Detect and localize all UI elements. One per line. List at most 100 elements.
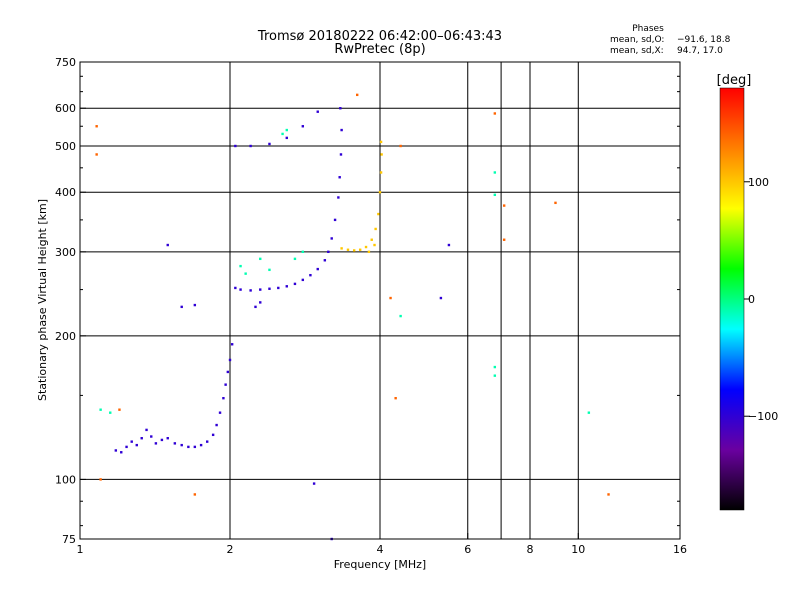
x-tick-label: 16 xyxy=(673,543,687,556)
data-point xyxy=(339,107,342,110)
data-point xyxy=(355,93,359,97)
data-point xyxy=(379,140,383,144)
data-point xyxy=(373,243,376,247)
data-point xyxy=(358,248,362,251)
data-point xyxy=(99,478,102,481)
x-tick-label: 10 xyxy=(571,543,585,556)
y-tick-label: 200 xyxy=(55,330,76,343)
data-point xyxy=(234,286,237,290)
data-point xyxy=(218,411,222,414)
data-point xyxy=(293,282,297,286)
data-point xyxy=(554,201,557,205)
x-tick-label: 1 xyxy=(77,543,84,556)
data-point xyxy=(502,238,506,241)
data-point xyxy=(379,171,383,174)
data-point xyxy=(145,428,148,432)
data-point xyxy=(244,272,247,275)
y-tick-label: 75 xyxy=(62,533,76,546)
data-point xyxy=(378,191,382,194)
y-tick-label: 400 xyxy=(55,186,76,199)
data-point xyxy=(199,443,203,447)
data-point xyxy=(493,365,497,369)
data-point xyxy=(224,383,227,386)
data-point xyxy=(193,303,197,307)
colorbar-ticks: 100 0 −100 xyxy=(744,176,778,423)
data-point xyxy=(493,112,497,115)
y-tick-label: 600 xyxy=(55,102,76,115)
data-point xyxy=(154,442,158,445)
data-point xyxy=(222,396,225,400)
x-tick-label: 8 xyxy=(527,543,534,556)
data-point xyxy=(118,408,121,411)
data-point xyxy=(130,440,133,443)
y-tick-label: 100 xyxy=(55,473,76,486)
data-point xyxy=(338,176,341,179)
data-point xyxy=(281,132,284,136)
data-point xyxy=(259,301,262,304)
stats-x-label: mean, sd,X: xyxy=(610,46,664,56)
data-point xyxy=(120,451,123,454)
data-point xyxy=(259,257,262,261)
data-point xyxy=(352,249,356,252)
data-point xyxy=(346,248,350,251)
data-point xyxy=(447,243,451,247)
data-point xyxy=(301,250,305,254)
data-point xyxy=(211,433,215,437)
data-point xyxy=(95,153,98,156)
x-axis-label: Frequency [MHz] xyxy=(334,558,426,571)
data-point xyxy=(193,493,197,496)
data-point xyxy=(160,438,164,442)
x-tick-label: 4 xyxy=(377,543,384,556)
data-points xyxy=(95,93,610,541)
colorbar-tick-label: 0 xyxy=(748,293,755,306)
x-tick-label: 6 xyxy=(464,543,471,556)
stats-title: Phases xyxy=(632,24,664,34)
data-point xyxy=(587,411,591,414)
data-point xyxy=(254,305,257,309)
data-point xyxy=(316,110,319,113)
colorbar-label: [deg] xyxy=(717,73,752,88)
data-point xyxy=(493,171,497,174)
data-point xyxy=(285,285,288,288)
stats-o-value: −91.6, 18.8 xyxy=(677,35,731,45)
data-point xyxy=(333,218,337,222)
data-point xyxy=(95,125,98,128)
data-point xyxy=(268,142,271,146)
data-point xyxy=(380,153,383,156)
data-point xyxy=(309,273,312,277)
data-point xyxy=(493,374,497,377)
grid xyxy=(80,62,680,539)
data-point xyxy=(607,493,610,496)
y-tick-label: 750 xyxy=(55,56,76,69)
data-point xyxy=(109,411,112,414)
stats-x-value: 94.7, 17.0 xyxy=(677,46,723,56)
data-point xyxy=(140,437,143,440)
data-point xyxy=(239,264,242,268)
data-point xyxy=(370,238,373,241)
data-point xyxy=(337,196,340,199)
data-point xyxy=(312,482,316,485)
data-point xyxy=(173,442,177,445)
data-point xyxy=(268,268,271,272)
colorbar-tick-label: −100 xyxy=(748,410,778,423)
data-point xyxy=(285,128,288,132)
y-tick-label: 300 xyxy=(55,246,76,259)
data-point xyxy=(230,343,234,346)
data-point xyxy=(340,247,343,250)
data-point xyxy=(394,396,397,400)
data-point xyxy=(399,144,402,148)
colorbar-tick-label: 100 xyxy=(748,176,769,189)
colorbar xyxy=(719,87,745,511)
data-point xyxy=(374,227,377,231)
data-point xyxy=(226,370,230,374)
axis-ticks: 1 2 4 6 8 10 16 75 100 200 300 400 500 600 750 xyxy=(55,56,687,556)
data-point xyxy=(234,144,237,148)
data-point xyxy=(493,193,497,197)
data-point xyxy=(439,296,443,300)
data-point xyxy=(259,288,262,291)
chart-subtitle: RwPretec (8p) xyxy=(334,42,425,57)
data-point xyxy=(135,443,138,447)
y-axis-label: Stationary phase Virtual Height [km] xyxy=(36,199,49,401)
data-point xyxy=(277,286,280,290)
